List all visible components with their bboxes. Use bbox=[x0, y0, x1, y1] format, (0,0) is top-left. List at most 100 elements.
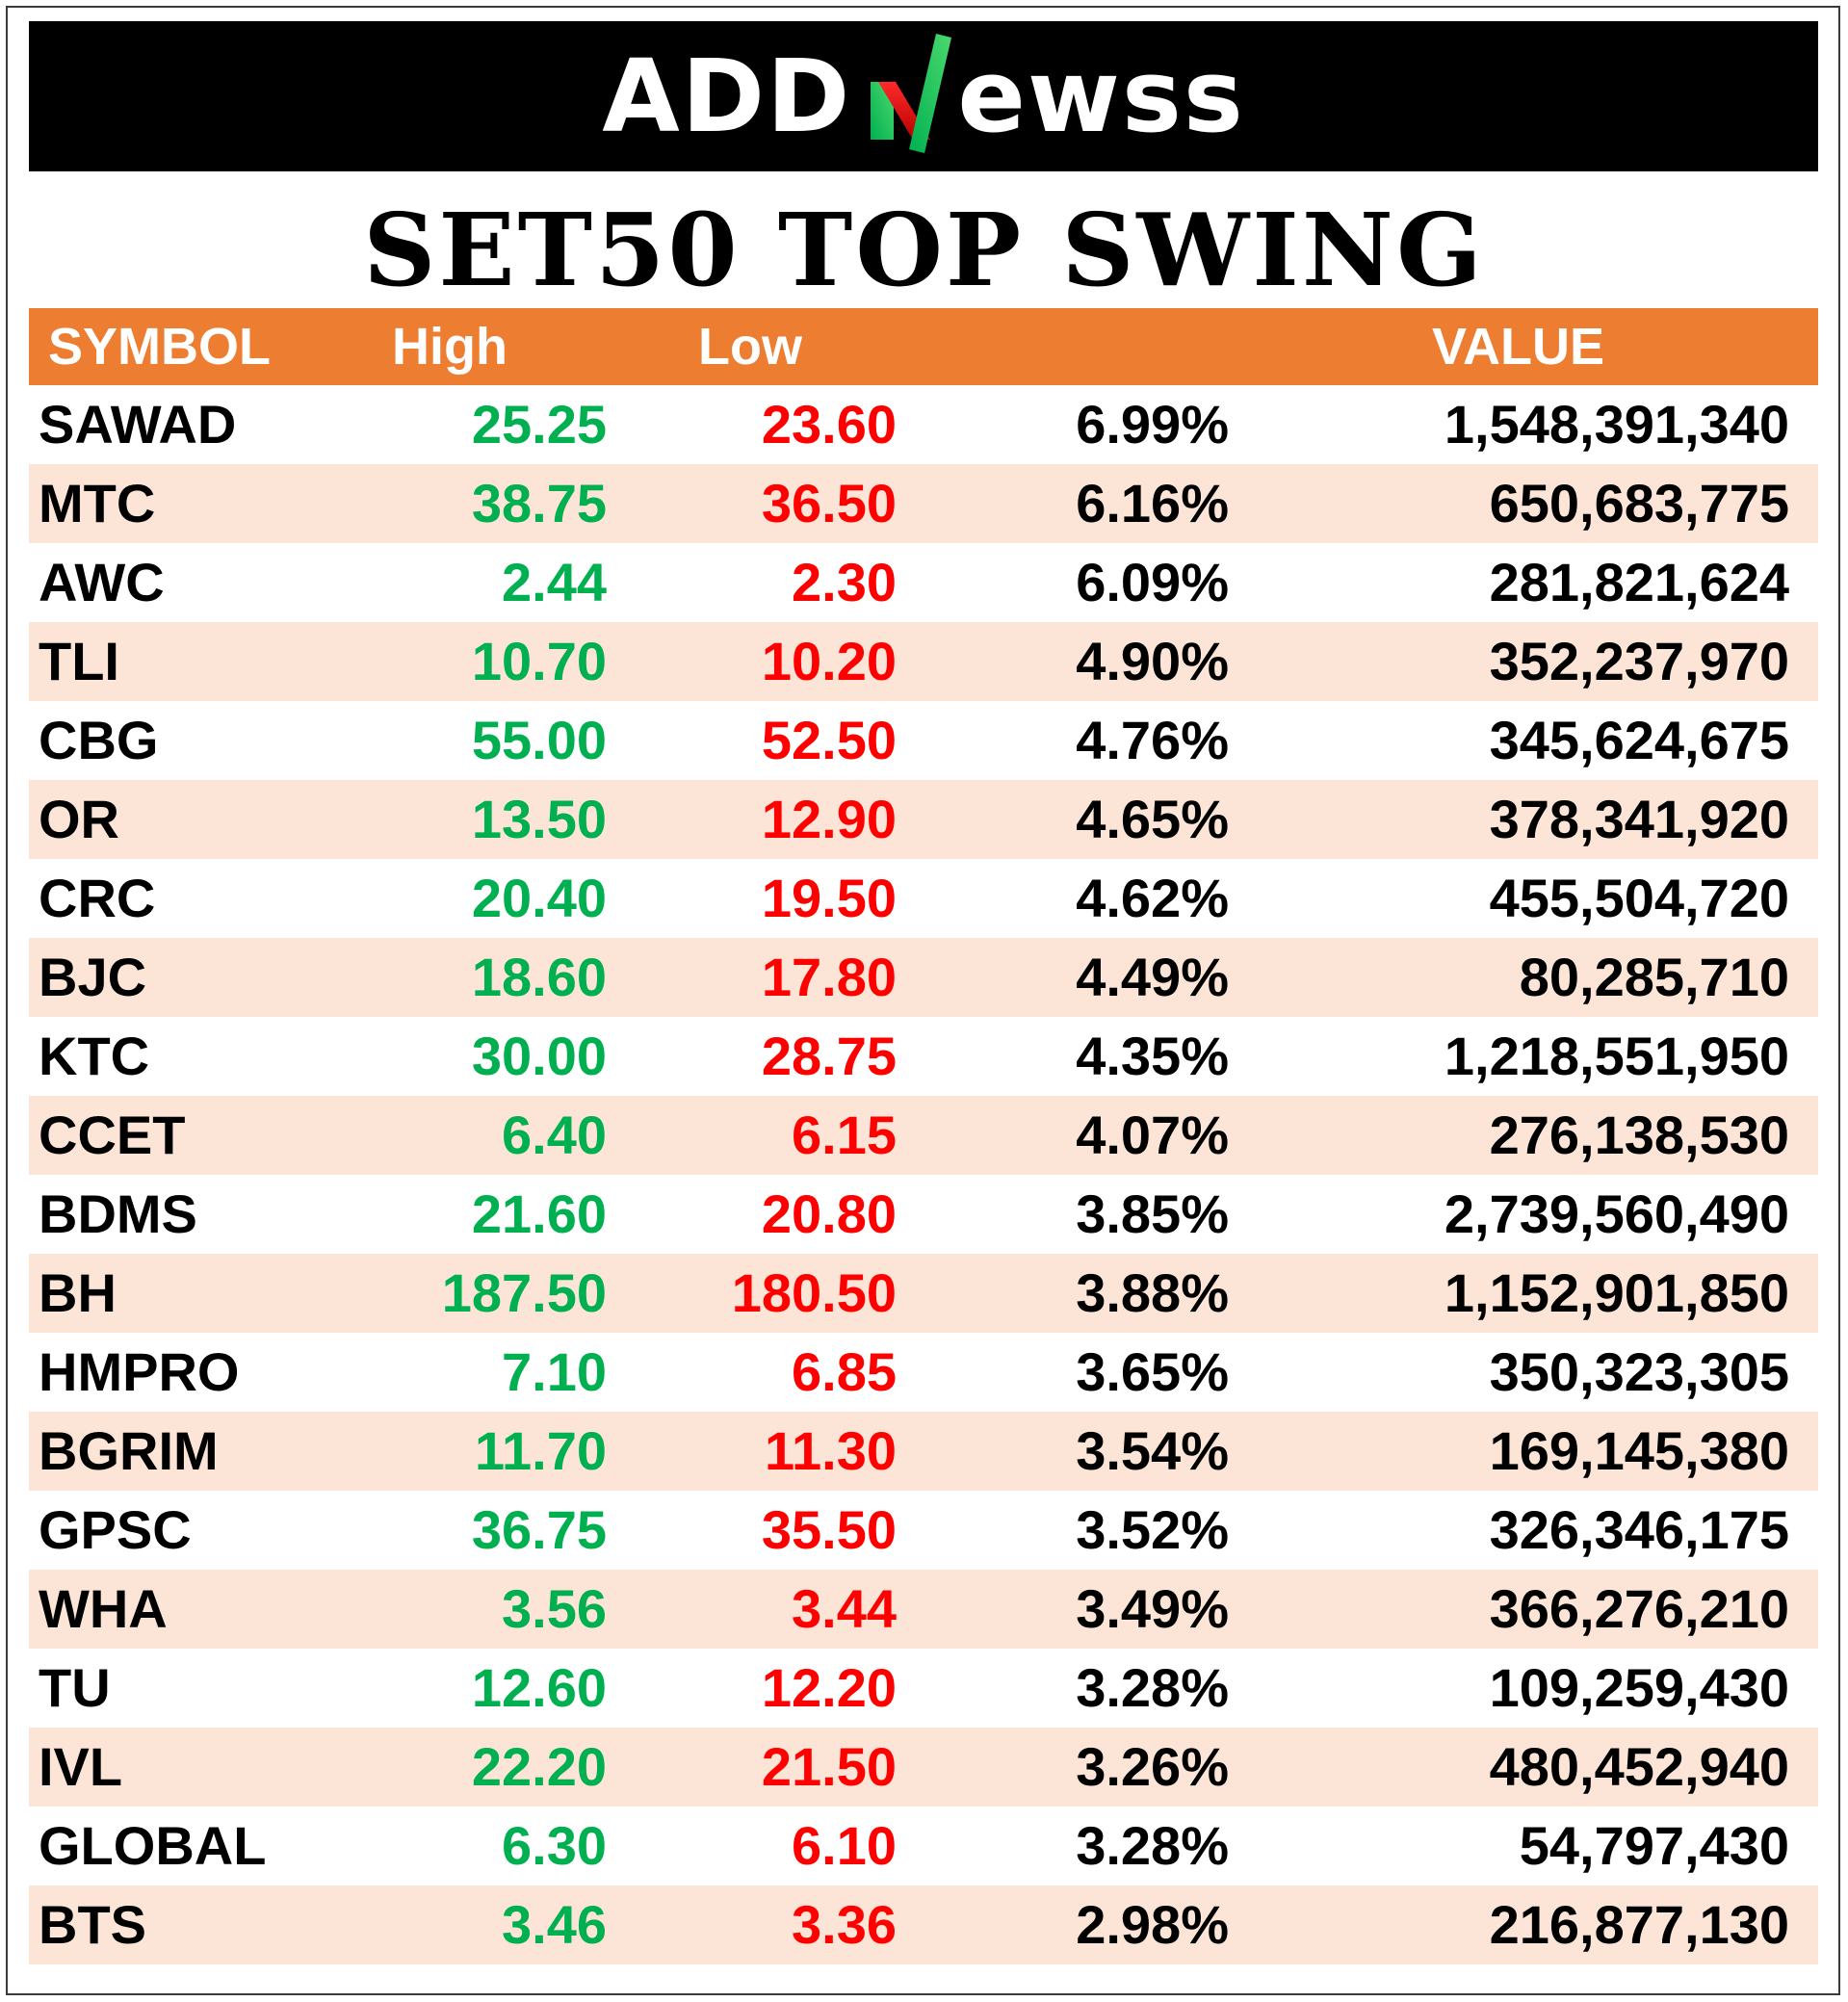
low-cell: 23.60 bbox=[761, 394, 897, 455]
high-cell: 21.60 bbox=[471, 1183, 607, 1244]
low-cell: 36.50 bbox=[761, 473, 897, 533]
swing-percent-cell: 3.28% bbox=[1076, 1815, 1229, 1876]
low-cell: 17.80 bbox=[761, 947, 897, 1007]
table-row: BJC 18.60 17.80 4.49% 80,285,710 bbox=[29, 938, 1818, 1017]
high-cell: 38.75 bbox=[471, 473, 607, 533]
low-cell: 20.80 bbox=[761, 1183, 897, 1244]
high-cell: 55.00 bbox=[471, 710, 607, 770]
value-cell: 378,341,920 bbox=[1489, 789, 1789, 849]
value-cell: 1,548,391,340 bbox=[1444, 394, 1789, 455]
page-title: SET50 TOP SWING bbox=[363, 191, 1485, 309]
swing-percent-cell: 4.07% bbox=[1076, 1105, 1229, 1165]
value-cell: 169,145,380 bbox=[1489, 1420, 1789, 1481]
high-cell: 20.40 bbox=[471, 868, 607, 928]
swing-table: SYMBOL High Low VALUE SAWAD 25.25 23.60 6.9… bbox=[29, 308, 1818, 1964]
table-row: BH 187.50 180.50 3.88% 1,152,901,850 bbox=[29, 1254, 1818, 1333]
high-cell: 25.25 bbox=[471, 394, 607, 455]
table-row: CCET 6.40 6.15 4.07% 276,138,530 bbox=[29, 1096, 1818, 1175]
table-row: BTS 3.46 3.36 2.98% 216,877,130 bbox=[29, 1885, 1818, 1964]
value-cell: 2,739,560,490 bbox=[1444, 1183, 1789, 1244]
symbol-cell: HMPRO bbox=[39, 1341, 240, 1402]
symbol-cell: TLI bbox=[39, 631, 119, 691]
symbol-cell: CRC bbox=[39, 868, 156, 928]
high-cell: 18.60 bbox=[471, 947, 607, 1007]
table-row: WHA 3.56 3.44 3.49% 366,276,210 bbox=[29, 1570, 1818, 1649]
logo-text-left: ADD bbox=[602, 38, 852, 155]
table-row: CBG 55.00 52.50 4.76% 345,624,675 bbox=[29, 701, 1818, 780]
table-row: GLOBAL 6.30 6.10 3.28% 54,797,430 bbox=[29, 1807, 1818, 1885]
symbol-cell: CCET bbox=[39, 1105, 186, 1165]
value-cell: 326,346,175 bbox=[1489, 1499, 1789, 1560]
value-cell: 345,624,675 bbox=[1489, 710, 1789, 770]
swing-percent-cell: 4.76% bbox=[1076, 710, 1229, 770]
low-cell: 12.20 bbox=[761, 1657, 897, 1718]
table-row: TLI 10.70 10.20 4.90% 352,237,970 bbox=[29, 622, 1818, 701]
swing-percent-cell: 3.54% bbox=[1076, 1420, 1229, 1481]
high-cell: 6.40 bbox=[502, 1105, 607, 1165]
symbol-cell: IVL bbox=[39, 1736, 123, 1797]
swing-percent-cell: 4.62% bbox=[1076, 868, 1229, 928]
header-low: Low bbox=[698, 318, 802, 376]
high-cell: 22.20 bbox=[471, 1736, 607, 1797]
table-row: AWC 2.44 2.30 6.09% 281,821,624 bbox=[29, 543, 1818, 622]
high-cell: 187.50 bbox=[441, 1262, 607, 1323]
low-cell: 3.36 bbox=[792, 1894, 897, 1955]
table-row: BDMS 21.60 20.80 3.85% 2,739,560,490 bbox=[29, 1175, 1818, 1254]
high-cell: 7.10 bbox=[502, 1341, 607, 1402]
table-header: SYMBOL High Low VALUE bbox=[29, 308, 1818, 385]
symbol-cell: BJC bbox=[39, 947, 147, 1007]
low-cell: 6.10 bbox=[792, 1815, 897, 1876]
low-cell: 21.50 bbox=[761, 1736, 897, 1797]
table-row: BGRIM 11.70 11.30 3.54% 169,145,380 bbox=[29, 1412, 1818, 1491]
swing-percent-cell: 6.09% bbox=[1076, 552, 1229, 612]
table-row: SAWAD 25.25 23.60 6.99% 1,548,391,340 bbox=[29, 385, 1818, 464]
symbol-cell: BH bbox=[39, 1262, 117, 1323]
low-cell: 6.85 bbox=[792, 1341, 897, 1402]
table-row: IVL 22.20 21.50 3.26% 480,452,940 bbox=[29, 1728, 1818, 1807]
value-cell: 455,504,720 bbox=[1489, 868, 1789, 928]
swing-percent-cell: 3.88% bbox=[1076, 1262, 1229, 1323]
symbol-cell: GPSC bbox=[39, 1499, 192, 1560]
swing-percent-cell: 3.65% bbox=[1076, 1341, 1229, 1402]
swing-percent-cell: 4.35% bbox=[1076, 1026, 1229, 1086]
swing-percent-cell: 3.28% bbox=[1076, 1657, 1229, 1718]
high-cell: 6.30 bbox=[502, 1815, 607, 1876]
low-cell: 3.44 bbox=[792, 1578, 897, 1639]
swing-percent-cell: 3.52% bbox=[1076, 1499, 1229, 1560]
table-row: MTC 38.75 36.50 6.16% 650,683,775 bbox=[29, 464, 1818, 543]
table-row: HMPRO 7.10 6.85 3.65% 350,323,305 bbox=[29, 1333, 1818, 1412]
value-cell: 366,276,210 bbox=[1489, 1578, 1789, 1639]
low-cell: 12.90 bbox=[761, 789, 897, 849]
swing-percent-cell: 4.90% bbox=[1076, 631, 1229, 691]
value-cell: 216,877,130 bbox=[1489, 1894, 1789, 1955]
value-cell: 1,152,901,850 bbox=[1444, 1262, 1789, 1323]
value-cell: 109,259,430 bbox=[1489, 1657, 1789, 1718]
symbol-cell: OR bbox=[39, 789, 119, 849]
symbol-cell: AWC bbox=[39, 552, 165, 612]
table-row: OR 13.50 12.90 4.65% 378,341,920 bbox=[29, 780, 1818, 859]
value-cell: 650,683,775 bbox=[1489, 473, 1789, 533]
swing-percent-cell: 4.65% bbox=[1076, 789, 1229, 849]
swing-percent-cell: 6.99% bbox=[1076, 394, 1229, 455]
low-cell: 180.50 bbox=[731, 1262, 897, 1323]
symbol-cell: WHA bbox=[39, 1578, 168, 1639]
table-row: GPSC 36.75 35.50 3.52% 326,346,175 bbox=[29, 1491, 1818, 1570]
value-cell: 480,452,940 bbox=[1489, 1736, 1789, 1797]
low-cell: 6.15 bbox=[792, 1105, 897, 1165]
header-value: VALUE bbox=[1432, 318, 1605, 376]
swing-percent-cell: 3.85% bbox=[1076, 1183, 1229, 1244]
value-cell: 54,797,430 bbox=[1519, 1815, 1789, 1876]
brand-logo: ADD ewss bbox=[602, 24, 1245, 169]
table-body: SAWAD 25.25 23.60 6.99% 1,548,391,340 MTC 38.7… bbox=[29, 385, 1818, 1964]
high-cell: 10.70 bbox=[471, 631, 607, 691]
symbol-cell: MTC bbox=[39, 473, 156, 533]
high-cell: 30.00 bbox=[471, 1026, 607, 1086]
header-high: High bbox=[392, 318, 508, 376]
value-cell: 1,218,551,950 bbox=[1444, 1026, 1789, 1086]
high-cell: 2.44 bbox=[502, 552, 607, 612]
low-cell: 52.50 bbox=[761, 710, 897, 770]
symbol-cell: BGRIM bbox=[39, 1420, 219, 1481]
low-cell: 19.50 bbox=[761, 868, 897, 928]
symbol-cell: BTS bbox=[39, 1894, 146, 1955]
low-cell: 28.75 bbox=[761, 1026, 897, 1086]
